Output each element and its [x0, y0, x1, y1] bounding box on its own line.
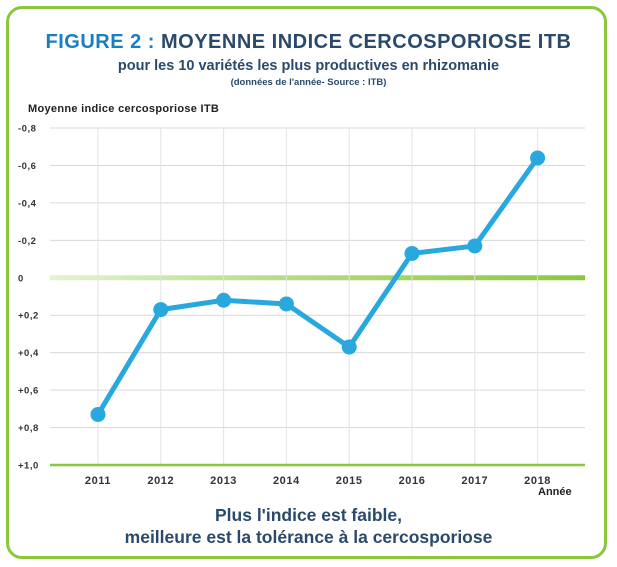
- x-tick-label: 2016: [399, 475, 426, 487]
- y-tick-label: -0,4: [18, 198, 37, 209]
- data-point: [467, 238, 483, 254]
- series-line-path: [95, 155, 541, 417]
- footer-line-2: meilleure est la tolérance à la cercospo…: [124, 527, 493, 547]
- x-axis-label: Année: [538, 486, 572, 498]
- y-tick-label: +0,6: [18, 386, 39, 397]
- x-tick-label: 2012: [147, 475, 174, 487]
- x-axis-ticks: 2011 2012 2013 2014 2015 2016 2017 2018: [85, 475, 551, 487]
- y-tick-label: -0,6: [18, 161, 36, 172]
- data-point: [216, 292, 232, 308]
- chart-source-note: (données de l'année- Source : ITB): [230, 77, 387, 88]
- data-point: [90, 406, 106, 422]
- y-tick-label: -0,2: [18, 236, 36, 247]
- zero-line: [50, 275, 585, 281]
- x-tick-label: 2013: [210, 475, 237, 487]
- y-tick-label: +0,2: [18, 311, 39, 322]
- grid-lines: [50, 127, 585, 467]
- data-point: [404, 245, 420, 261]
- x-tick-label: 2018: [524, 475, 551, 487]
- chart-frame: [6, 6, 607, 559]
- y-tick-label: +1,0: [18, 461, 39, 472]
- footer-line-1: Plus l'indice est faible,: [215, 505, 402, 525]
- data-point: [530, 150, 546, 166]
- y-tick-label: +0,8: [18, 423, 39, 434]
- chart-subtitle: pour les 10 variétés les plus productive…: [117, 58, 500, 74]
- title-text: MOYENNE INDICE CERCOSPORIOSE ITB: [161, 31, 572, 53]
- series-line: [90, 150, 546, 422]
- y-tick-label: -0,8: [18, 124, 36, 135]
- x-tick-label: 2015: [336, 475, 363, 487]
- y-axis-label: Moyenne indice cercosporiose ITB: [28, 103, 220, 115]
- data-point: [278, 296, 294, 312]
- chart-title: FIGURE 2 : MOYENNE INDICE CERCOSPORIOSE …: [0, 31, 617, 54]
- y-tick-label: 0: [18, 273, 24, 284]
- y-tick-label: +0,4: [18, 348, 39, 359]
- x-tick-label: 2011: [85, 475, 111, 487]
- figure-number: FIGURE 2 :: [45, 31, 155, 53]
- y-axis-ticks: -0,8 -0,6 -0,4 -0,2 0 +0,2 +0,4 +0,6 +0,8 +1,0: [18, 124, 39, 472]
- x-tick-label: 2017: [461, 475, 488, 487]
- data-point: [341, 339, 357, 355]
- data-point: [153, 302, 169, 318]
- x-tick-label: 2014: [273, 475, 300, 487]
